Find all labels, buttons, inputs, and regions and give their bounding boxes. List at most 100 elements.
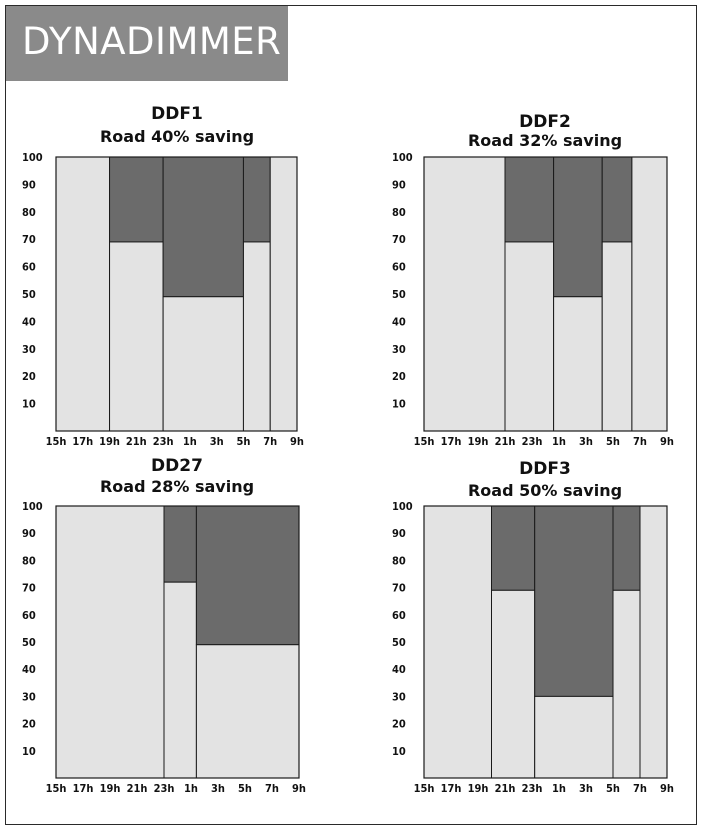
- full-level-segment-0: [423, 505, 492, 779]
- y-tick-label: 30: [392, 690, 406, 703]
- x-tick-label: 23h: [522, 782, 543, 795]
- y-tick-label: 40: [22, 663, 36, 676]
- x-tick-label: 9h: [660, 782, 674, 795]
- x-tick-label: 1h: [552, 782, 566, 795]
- x-tick-label: 23h: [522, 435, 543, 448]
- full-level-segment-4: [639, 505, 668, 779]
- plot-border: [55, 505, 300, 779]
- x-tick-label: 9h: [290, 435, 304, 448]
- y-tick-label: 10: [392, 398, 406, 411]
- x-tick-label: 21h: [127, 782, 148, 795]
- x-tick-label: 1h: [552, 435, 566, 448]
- dimmed-segment-2: [162, 156, 244, 298]
- y-tick-label: 100: [392, 500, 413, 513]
- y-tick-label: 40: [22, 315, 36, 328]
- x-tick-label: 19h: [468, 782, 489, 795]
- dimmed-segment-3: [242, 156, 271, 243]
- x-tick-label: 5h: [606, 782, 620, 795]
- full-level-segment-0: [423, 156, 506, 432]
- x-tick-label: 19h: [99, 435, 120, 448]
- dimmed-segment-2: [534, 505, 614, 697]
- x-tick-label: 15h: [46, 782, 67, 795]
- y-tick-label: 100: [392, 151, 413, 164]
- x-tick-label: 17h: [441, 782, 462, 795]
- y-tick-label: 30: [392, 343, 406, 356]
- y-tick-label: 80: [22, 554, 36, 567]
- x-tick-label: 7h: [263, 435, 277, 448]
- light-level-segment-2: [195, 644, 300, 779]
- full-level-segment-0: [55, 505, 165, 779]
- x-tick-label: 17h: [72, 435, 93, 448]
- y-tick-label: 100: [22, 500, 43, 513]
- brand-title: DYNADIMMER: [22, 20, 282, 63]
- x-tick-label: 3h: [210, 435, 224, 448]
- x-tick-label: 23h: [153, 435, 174, 448]
- chart-subtitle: Road 40% saving: [100, 127, 254, 146]
- y-tick-label: 80: [22, 206, 36, 219]
- x-tick-label: 21h: [495, 435, 516, 448]
- y-tick-label: 60: [392, 261, 406, 274]
- y-tick-label: 90: [22, 527, 36, 540]
- x-tick-label: 1h: [183, 435, 197, 448]
- dimmed-segment-1: [491, 505, 536, 591]
- light-level-segment-1: [491, 589, 536, 779]
- dimmed-segment-1: [163, 505, 197, 583]
- y-tick-label: 70: [22, 582, 36, 595]
- y-tick-label: 60: [22, 261, 36, 274]
- x-tick-label: 19h: [468, 435, 489, 448]
- plot-border: [423, 505, 668, 779]
- x-tick-label: 7h: [633, 435, 647, 448]
- x-tick-label: 3h: [579, 435, 593, 448]
- y-tick-label: 70: [392, 233, 406, 246]
- full-level-segment-0: [55, 156, 111, 432]
- chart-title: DDF3: [519, 459, 571, 479]
- y-tick-label: 80: [392, 206, 406, 219]
- y-tick-label: 40: [392, 663, 406, 676]
- y-tick-label: 30: [22, 343, 36, 356]
- y-tick-label: 10: [22, 398, 36, 411]
- y-tick-label: 10: [22, 745, 36, 758]
- x-tick-label: 9h: [292, 782, 306, 795]
- plot-border: [423, 156, 668, 432]
- y-tick-label: 50: [22, 288, 36, 301]
- y-tick-label: 50: [392, 636, 406, 649]
- x-tick-label: 5h: [606, 435, 620, 448]
- chart-title: DD27: [151, 456, 203, 476]
- x-tick-label: 3h: [579, 782, 593, 795]
- y-tick-label: 90: [392, 527, 406, 540]
- light-level-segment-2: [534, 695, 614, 779]
- x-tick-label: 21h: [126, 435, 147, 448]
- chart-subtitle: Road 50% saving: [468, 481, 622, 500]
- x-tick-label: 5h: [236, 435, 250, 448]
- x-tick-label: 17h: [441, 435, 462, 448]
- x-tick-label: 21h: [495, 782, 516, 795]
- dimmed-segment-3: [612, 505, 641, 591]
- y-tick-label: 90: [392, 178, 406, 191]
- x-tick-label: 5h: [238, 782, 252, 795]
- x-tick-label: 7h: [633, 782, 647, 795]
- y-tick-label: 60: [22, 609, 36, 622]
- y-tick-label: 20: [22, 718, 36, 731]
- y-tick-label: 50: [22, 636, 36, 649]
- dimmed-segment-2: [195, 505, 300, 646]
- dimmed-segment-3: [601, 156, 633, 243]
- chart-title: DDF2: [519, 112, 571, 132]
- light-level-segment-2: [162, 296, 244, 432]
- y-tick-label: 60: [392, 609, 406, 622]
- y-tick-label: 70: [392, 582, 406, 595]
- brand-banner: DYNADIMMER: [6, 6, 288, 81]
- x-tick-label: 15h: [414, 782, 435, 795]
- y-tick-label: 100: [22, 151, 43, 164]
- full-level-segment-4: [631, 156, 668, 432]
- light-level-segment-2: [553, 296, 603, 432]
- light-level-segment-3: [612, 589, 641, 779]
- x-tick-label: 17h: [73, 782, 94, 795]
- y-tick-label: 40: [392, 315, 406, 328]
- x-tick-label: 9h: [660, 435, 674, 448]
- x-tick-label: 7h: [265, 782, 279, 795]
- x-tick-label: 1h: [184, 782, 198, 795]
